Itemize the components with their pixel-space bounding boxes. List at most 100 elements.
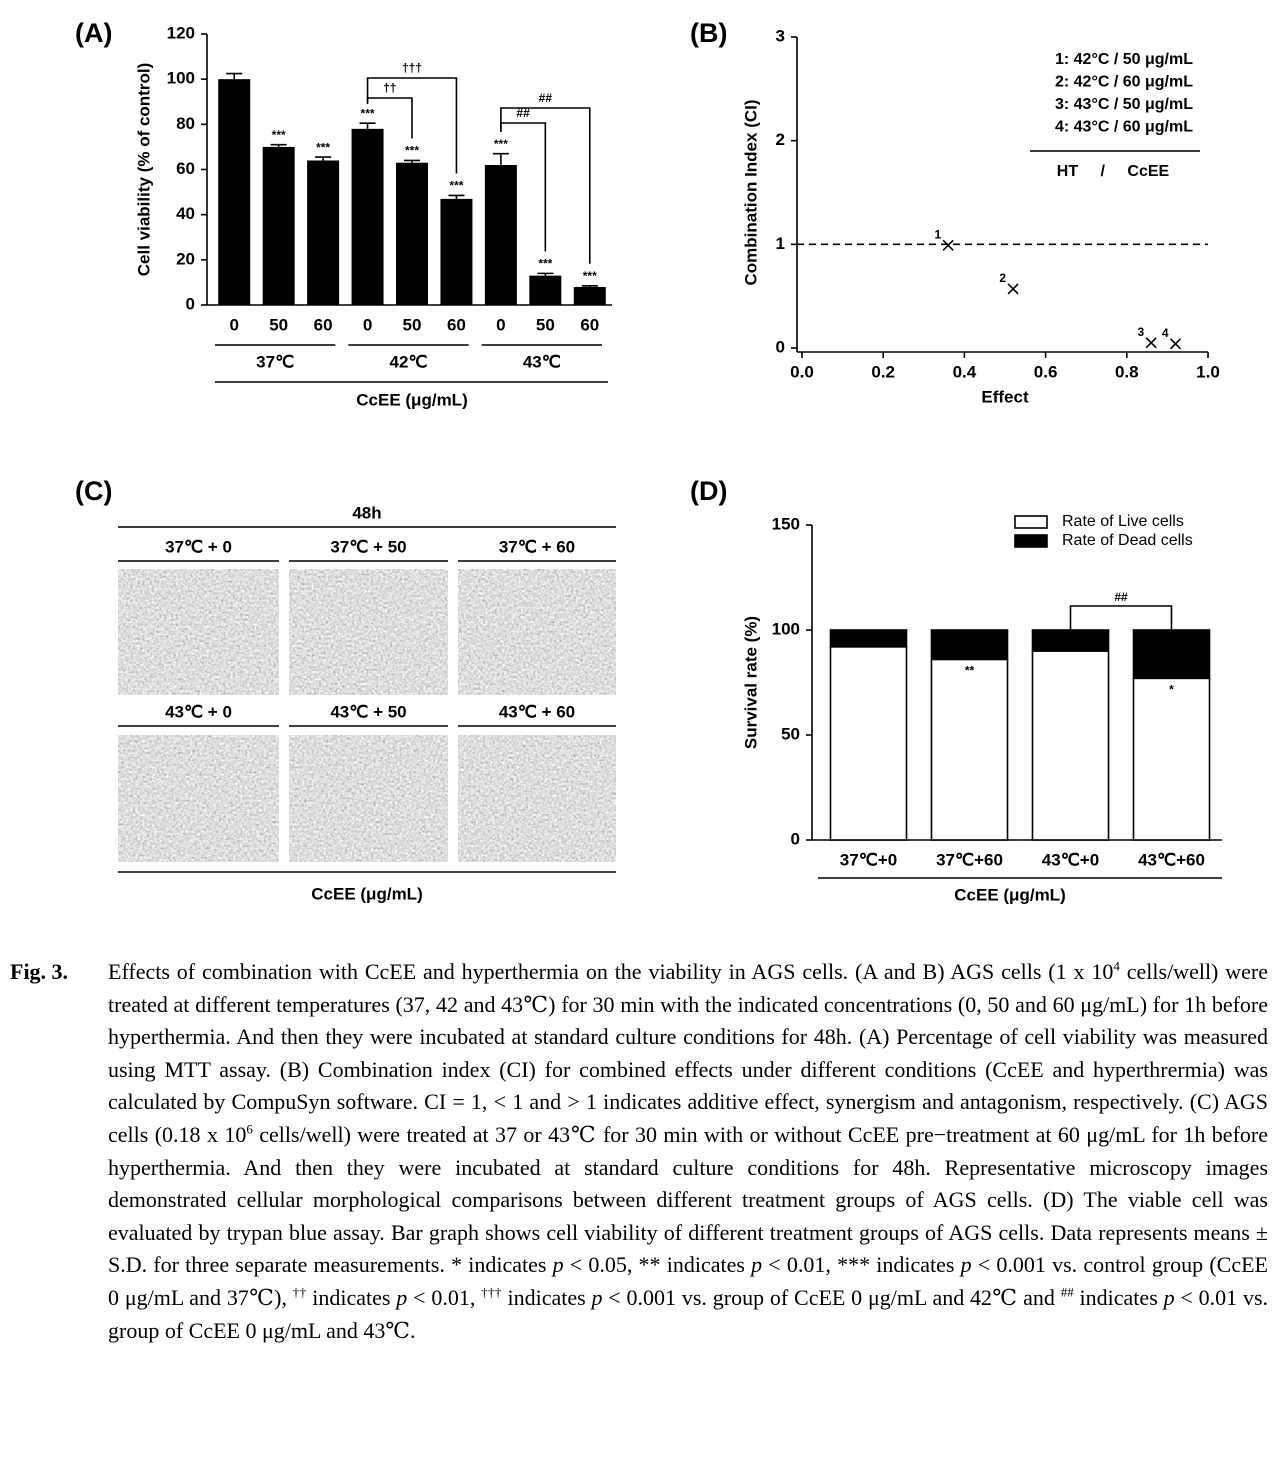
legend-entry: 3: 43°C / 50 μg/mL bbox=[1055, 96, 1193, 113]
bracket-label: ## bbox=[1114, 590, 1128, 604]
bar-segment bbox=[930, 658, 1009, 841]
y-axis-label: Combination Index (CI) bbox=[741, 99, 760, 285]
y-tick-label: 40 bbox=[176, 204, 195, 223]
significance-label: *** bbox=[316, 140, 330, 154]
significance-label: *** bbox=[405, 144, 419, 158]
bar bbox=[396, 162, 428, 305]
significance-label: *** bbox=[361, 106, 375, 120]
point-label: 4 bbox=[1162, 326, 1169, 340]
significance-label: ** bbox=[965, 664, 975, 678]
x-tick-label: 37℃+60 bbox=[936, 850, 1003, 869]
significance-label: *** bbox=[449, 179, 463, 193]
error-bar bbox=[537, 272, 554, 276]
grid-title: 48h bbox=[352, 503, 381, 522]
x-tick-label: 0 bbox=[496, 315, 505, 334]
bracket bbox=[1069, 605, 1173, 630]
caption-italic: p bbox=[396, 1284, 408, 1310]
caption: Effects of combination with CcEE and hyp… bbox=[108, 956, 1268, 1347]
image-label: 37℃ + 50 bbox=[330, 537, 406, 556]
bar-segment bbox=[829, 629, 908, 648]
caption-italic: p bbox=[960, 1252, 972, 1278]
bar-segment bbox=[1031, 629, 1110, 652]
bracket-label: ## bbox=[516, 106, 530, 120]
x-tick-label: 1.0 bbox=[1196, 362, 1220, 381]
y-tick-label: 100 bbox=[167, 69, 195, 88]
error-bar bbox=[581, 285, 598, 287]
microscopy-image bbox=[118, 569, 279, 695]
panel-label: (B) bbox=[690, 18, 727, 48]
y-tick-label: 100 bbox=[772, 619, 800, 638]
image-label: 37℃ + 0 bbox=[165, 537, 232, 556]
x-tick-label: 50 bbox=[269, 315, 288, 334]
caption-italic: p bbox=[591, 1284, 603, 1310]
x-tick-label: 0.0 bbox=[790, 362, 814, 381]
x-tick-label: 0.6 bbox=[1034, 362, 1058, 381]
caption-sup: ††† bbox=[481, 1284, 502, 1300]
y-tick-label: 60 bbox=[176, 159, 195, 178]
panel-label: (C) bbox=[75, 476, 112, 506]
y-tick-label: 0 bbox=[791, 829, 800, 848]
panel-label: (D) bbox=[690, 476, 727, 506]
caption-italic: p bbox=[751, 1252, 763, 1278]
bar-segment bbox=[1132, 677, 1211, 841]
legend-entry: 4: 43°C / 60 μg/mL bbox=[1055, 119, 1193, 136]
x-axis-label: CcEE (μg/mL) bbox=[954, 885, 1065, 904]
y-axis-label: Cell viability (% of control) bbox=[134, 63, 153, 276]
x-axis-label: Effect bbox=[981, 387, 1029, 406]
x-tick-label: 43℃+60 bbox=[1138, 850, 1205, 869]
error-bar bbox=[448, 194, 465, 199]
microscopy-image bbox=[289, 569, 448, 695]
significance-label: *** bbox=[494, 137, 508, 151]
bar bbox=[351, 128, 384, 305]
bar bbox=[573, 286, 606, 305]
bracket bbox=[500, 107, 591, 264]
legend-entry: Rate of Dead cells bbox=[1062, 532, 1193, 549]
bracket-label: ## bbox=[539, 91, 553, 105]
image-label: 43℃ + 50 bbox=[330, 702, 406, 721]
point-stroke bbox=[1007, 283, 1019, 295]
significance-label: * bbox=[1169, 682, 1174, 696]
caption-text: < 0.001 vs. group of CcEE 0 μg/mL and 42… bbox=[602, 1284, 1061, 1310]
legend-entry: Rate of Live cells bbox=[1062, 513, 1184, 530]
x-axis-label: CcEE (μg/mL) bbox=[311, 884, 422, 903]
x-tick-label: 60 bbox=[447, 315, 466, 334]
caption-text: Effects of combination with CcEE and hyp… bbox=[108, 959, 1114, 984]
y-tick-label: 2 bbox=[776, 130, 785, 149]
point bbox=[1007, 283, 1019, 295]
legend-swatch bbox=[1014, 515, 1048, 529]
bar bbox=[440, 198, 473, 305]
caption-label: Fig. 3. bbox=[10, 959, 69, 984]
y-tick-label: 120 bbox=[167, 23, 195, 42]
point-stroke bbox=[942, 239, 954, 251]
caption-text: cells/well) were treated at different te… bbox=[108, 959, 1269, 1147]
image-label: 43℃ + 60 bbox=[499, 702, 575, 721]
caption-text: < 0.05, ** indicates bbox=[563, 1252, 752, 1278]
y-tick-label: 3 bbox=[776, 26, 785, 45]
x-tick-label: 37℃+0 bbox=[840, 850, 897, 869]
x-tick-label: 0 bbox=[363, 315, 372, 334]
point bbox=[1145, 337, 1157, 349]
x-tick-label: 60 bbox=[580, 315, 599, 334]
group-label: 43℃ bbox=[523, 352, 561, 371]
significance-label: *** bbox=[583, 269, 597, 283]
legend-footer: HT / CcEE bbox=[1057, 163, 1170, 180]
y-tick-label: 0 bbox=[776, 337, 785, 356]
legend-entry: 1: 42°C / 50 μg/mL bbox=[1055, 51, 1193, 68]
caption-sup: ## bbox=[1060, 1284, 1074, 1300]
point bbox=[942, 239, 954, 251]
x-tick-label: 43℃+0 bbox=[1042, 850, 1099, 869]
error-bar bbox=[492, 152, 509, 165]
error-bar bbox=[270, 143, 287, 147]
panel-label: (A) bbox=[75, 18, 112, 48]
x-tick-label: 50 bbox=[403, 315, 422, 334]
caption-text: < 0.01, bbox=[407, 1284, 482, 1310]
point-label: 1 bbox=[934, 228, 941, 242]
y-tick-label: 1 bbox=[776, 234, 785, 253]
microscopy-image bbox=[118, 735, 279, 862]
significance-label: *** bbox=[272, 128, 286, 142]
bar bbox=[262, 146, 295, 305]
error-bar bbox=[359, 122, 376, 129]
caption-text: < 0.01, *** indicates bbox=[762, 1252, 961, 1278]
x-tick-label: 0.8 bbox=[1115, 362, 1139, 381]
